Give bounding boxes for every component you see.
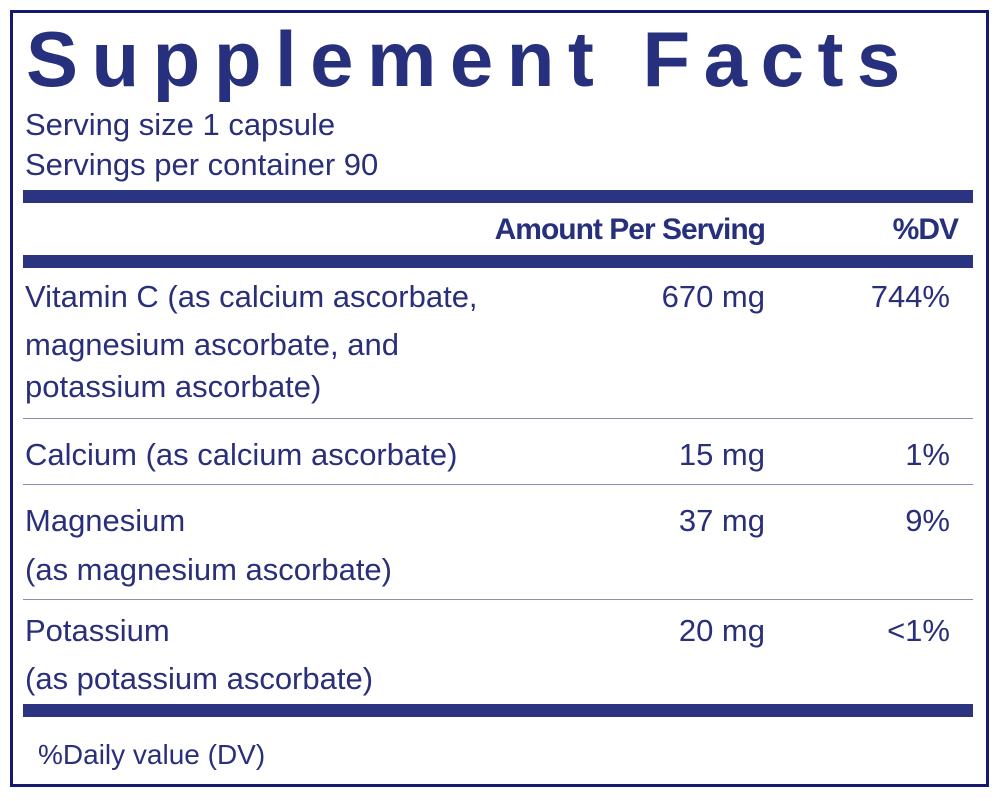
nutrient-amount: 37 mg — [678, 503, 765, 538]
serving-size: Serving size 1 capsule — [25, 107, 336, 142]
thick-divider — [23, 704, 973, 717]
dv-header: %DV — [892, 213, 959, 246]
amount-per-serving-header: Amount Per Serving — [494, 213, 766, 246]
nutrient-dv: 1% — [905, 437, 950, 472]
nutrient-name: potassium ascorbate) — [25, 369, 322, 404]
nutrient-name: Magnesium — [25, 503, 186, 538]
nutrient-name: (as potassium ascorbate) — [25, 661, 374, 696]
nutrient-name: magnesium ascorbate, and — [25, 327, 399, 362]
nutrient-dv: <1% — [887, 613, 950, 648]
row-divider — [23, 599, 973, 600]
nutrient-name: Calcium (as calcium ascorbate) — [25, 437, 458, 472]
thick-divider — [23, 255, 973, 268]
row-divider — [23, 484, 973, 485]
nutrient-name: Potassium — [25, 613, 170, 648]
nutrient-amount: 670 mg — [661, 279, 765, 314]
thick-divider — [23, 190, 973, 203]
nutrient-amount: 15 mg — [678, 437, 765, 472]
nutrient-amount: 20 mg — [678, 613, 765, 648]
nutrient-name: (as magnesium ascorbate) — [25, 552, 392, 587]
row-divider — [23, 418, 973, 419]
nutrient-name: Vitamin C (as calcium ascorbate, — [25, 279, 478, 314]
footnote: %Daily value (DV) — [38, 739, 266, 770]
nutrient-dv: 9% — [905, 503, 950, 538]
nutrient-dv: 744% — [870, 279, 950, 314]
label-frame — [10, 10, 989, 787]
label-title: Supplement Facts — [26, 15, 914, 103]
servings-per-container: Servings per container 90 — [25, 147, 379, 182]
